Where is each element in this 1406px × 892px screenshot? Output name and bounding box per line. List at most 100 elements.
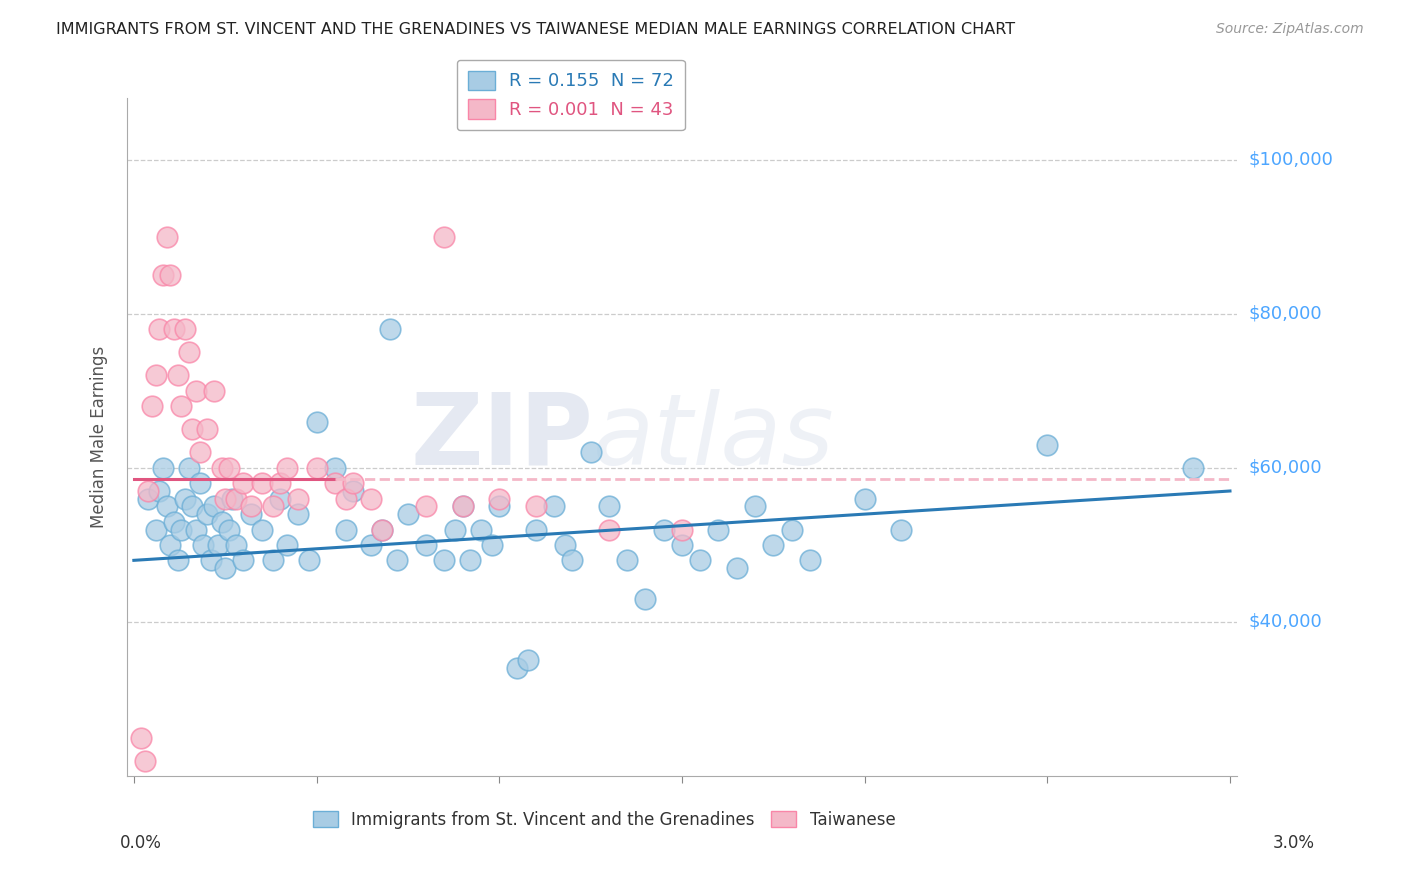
Point xyxy=(250,476,273,491)
Point xyxy=(129,731,152,745)
Y-axis label: Median Male Earnings: Median Male Earnings xyxy=(90,346,108,528)
Point xyxy=(163,322,186,336)
Point xyxy=(269,476,291,491)
Point xyxy=(433,229,456,244)
Point xyxy=(634,591,657,606)
Point xyxy=(543,500,565,514)
Point xyxy=(181,422,204,436)
Legend: Immigrants from St. Vincent and the Grenadines, Taiwanese: Immigrants from St. Vincent and the Gren… xyxy=(307,805,903,836)
Point xyxy=(305,461,328,475)
Point xyxy=(689,553,711,567)
Point xyxy=(152,268,174,283)
Point xyxy=(524,523,547,537)
Point xyxy=(451,500,474,514)
Text: $80,000: $80,000 xyxy=(1249,305,1322,323)
Point xyxy=(262,553,284,567)
Point xyxy=(524,500,547,514)
Point xyxy=(177,345,200,359)
Point xyxy=(184,523,207,537)
Point xyxy=(166,368,188,383)
Point xyxy=(211,461,233,475)
Point xyxy=(444,523,467,537)
Point xyxy=(156,500,179,514)
Point xyxy=(239,500,262,514)
Point xyxy=(225,491,247,506)
Point xyxy=(163,515,186,529)
Point xyxy=(232,476,254,491)
Point xyxy=(232,553,254,567)
Text: 0.0%: 0.0% xyxy=(120,834,162,852)
Point xyxy=(152,461,174,475)
Point xyxy=(335,491,357,506)
Text: 3.0%: 3.0% xyxy=(1272,834,1315,852)
Point xyxy=(305,415,328,429)
Point xyxy=(156,229,179,244)
Text: ZIP: ZIP xyxy=(411,389,593,485)
Text: $60,000: $60,000 xyxy=(1249,458,1322,477)
Point xyxy=(145,523,167,537)
Point xyxy=(225,538,247,552)
Point xyxy=(707,523,730,537)
Point xyxy=(221,491,243,506)
Text: atlas: atlas xyxy=(593,389,835,485)
Point xyxy=(671,523,693,537)
Point xyxy=(342,483,364,498)
Point xyxy=(207,538,229,552)
Point xyxy=(170,523,193,537)
Point xyxy=(287,491,309,506)
Point xyxy=(481,538,503,552)
Point xyxy=(554,538,576,552)
Point xyxy=(276,461,298,475)
Point xyxy=(138,491,160,506)
Point xyxy=(188,445,211,459)
Point xyxy=(470,523,492,537)
Point xyxy=(195,422,218,436)
Point xyxy=(202,500,225,514)
Point xyxy=(170,399,193,413)
Point xyxy=(371,523,394,537)
Text: IMMIGRANTS FROM ST. VINCENT AND THE GRENADINES VS TAIWANESE MEDIAN MALE EARNINGS: IMMIGRANTS FROM ST. VINCENT AND THE GREN… xyxy=(56,22,1015,37)
Point xyxy=(853,491,876,506)
Point xyxy=(598,500,620,514)
Point xyxy=(458,553,481,567)
Point xyxy=(269,491,291,506)
Point xyxy=(159,268,181,283)
Point xyxy=(141,399,163,413)
Point xyxy=(323,476,346,491)
Point xyxy=(652,523,675,537)
Point xyxy=(744,500,766,514)
Point xyxy=(506,661,529,675)
Point xyxy=(145,368,167,383)
Point xyxy=(762,538,785,552)
Text: $40,000: $40,000 xyxy=(1249,613,1322,631)
Point xyxy=(181,500,204,514)
Text: $100,000: $100,000 xyxy=(1249,151,1333,169)
Point xyxy=(250,523,273,537)
Point xyxy=(159,538,181,552)
Point xyxy=(360,538,382,552)
Point xyxy=(598,523,620,537)
Point xyxy=(385,553,408,567)
Point xyxy=(200,553,222,567)
Point xyxy=(202,384,225,398)
Point xyxy=(616,553,638,567)
Point xyxy=(214,561,236,575)
Point xyxy=(415,500,437,514)
Point xyxy=(193,538,215,552)
Point xyxy=(517,653,540,667)
Point xyxy=(134,754,156,768)
Point xyxy=(239,507,262,521)
Point xyxy=(188,476,211,491)
Point xyxy=(342,476,364,491)
Point xyxy=(396,507,419,521)
Point xyxy=(184,384,207,398)
Point xyxy=(415,538,437,552)
Point xyxy=(138,483,160,498)
Point xyxy=(214,491,236,506)
Point xyxy=(148,322,170,336)
Point xyxy=(579,445,602,459)
Point xyxy=(488,500,510,514)
Point xyxy=(323,461,346,475)
Point xyxy=(378,322,401,336)
Text: Source: ZipAtlas.com: Source: ZipAtlas.com xyxy=(1216,22,1364,37)
